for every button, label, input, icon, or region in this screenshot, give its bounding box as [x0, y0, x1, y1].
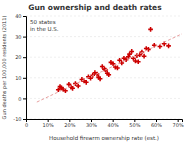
scatter-point — [152, 43, 157, 48]
data-marks — [37, 27, 182, 102]
annotation-line: in the U.S. — [30, 26, 59, 32]
y-grid-line — [26, 77, 182, 78]
x-tick-label: 30% — [86, 122, 97, 128]
scatter-point — [115, 66, 120, 71]
y-tick-label: 30 — [15, 34, 21, 40]
x-tick-label: 60% — [151, 122, 162, 128]
scatter-point — [106, 72, 111, 77]
chart-title: Gun ownership and death rates — [28, 3, 162, 12]
scatter-point — [158, 44, 163, 49]
y-tick-mark — [23, 37, 26, 38]
y-tick-mark — [23, 119, 26, 120]
x-axis: 0 10% 20% 30% 40% 50% 60% 70% — [25, 119, 184, 128]
scatter-point — [84, 80, 89, 85]
x-axis-label: Household firearm ownership rate (est.) — [49, 135, 159, 142]
scatter-point — [142, 54, 147, 59]
x-tick-label: 0 — [25, 122, 28, 128]
y-tick-label: 20 — [15, 54, 21, 60]
scatter-point — [166, 44, 171, 49]
scatter-point — [98, 77, 103, 82]
x-tick: 40% — [108, 119, 119, 128]
grid — [26, 16, 182, 119]
trend-line — [37, 34, 182, 102]
x-tick-label: 70% — [173, 122, 184, 128]
annotation: 50 statesin the U.S. — [30, 19, 59, 32]
y-tick: -10 — [13, 116, 26, 122]
y-tick-mark — [23, 57, 26, 58]
y-tick-label: 10 — [15, 75, 21, 81]
y-tick: 10 — [15, 75, 26, 81]
x-tick: 0 — [25, 119, 28, 128]
y-tick: 30 — [15, 34, 26, 40]
chart-container: 0 10% 20% 30% 40% 50% 60% 70% -10 0 10 20 30 40 Gun ow… — [0, 0, 190, 143]
annotation-line: 50 states — [30, 19, 56, 25]
y-axis-label: Gun deaths per 100,000 residents (2011) — [1, 16, 8, 120]
scatter-point — [70, 86, 75, 91]
y-tick: 0 — [18, 96, 26, 102]
y-tick: 20 — [15, 54, 26, 60]
x-tick-label: 20% — [64, 122, 75, 128]
y-grid-line — [26, 36, 182, 37]
y-tick: 40 — [15, 13, 26, 19]
scatter-point — [146, 47, 151, 52]
y-tick-label: 0 — [18, 96, 21, 102]
x-tick: 30% — [86, 119, 97, 128]
y-tick-label: 40 — [15, 13, 21, 19]
y-grid-line — [26, 16, 182, 17]
scatter-point — [129, 49, 134, 54]
plot-area: 0 10% 20% 30% 40% 50% 60% 70% -10 0 10 20 30 40 — [13, 13, 184, 128]
x-tick: 70% — [173, 119, 184, 128]
chart-svg: 0 10% 20% 30% 40% 50% 60% 70% -10 0 10 20 30 40 Gun ow… — [0, 0, 190, 143]
y-tick-label: -10 — [13, 116, 21, 122]
y-axis-line — [23, 17, 27, 120]
x-tick: 60% — [151, 119, 162, 128]
y-tick-mark — [23, 78, 26, 79]
scatter-point — [136, 59, 141, 64]
y-grid-line — [26, 57, 182, 58]
scatter-point — [76, 84, 81, 89]
x-tick-label: 40% — [108, 122, 119, 128]
x-tick-label: 10% — [43, 122, 54, 128]
scatter-point — [148, 27, 153, 32]
x-tick: 10% — [43, 119, 54, 128]
y-tick-mark — [23, 16, 26, 17]
x-tick: 50% — [129, 119, 140, 128]
x-tick-label: 50% — [129, 122, 140, 128]
y-grid-line — [26, 98, 182, 99]
scatter-point — [133, 59, 138, 64]
x-tick: 20% — [64, 119, 75, 128]
y-tick-mark — [23, 98, 26, 99]
y-axis: -10 0 10 20 30 40 — [13, 13, 26, 122]
